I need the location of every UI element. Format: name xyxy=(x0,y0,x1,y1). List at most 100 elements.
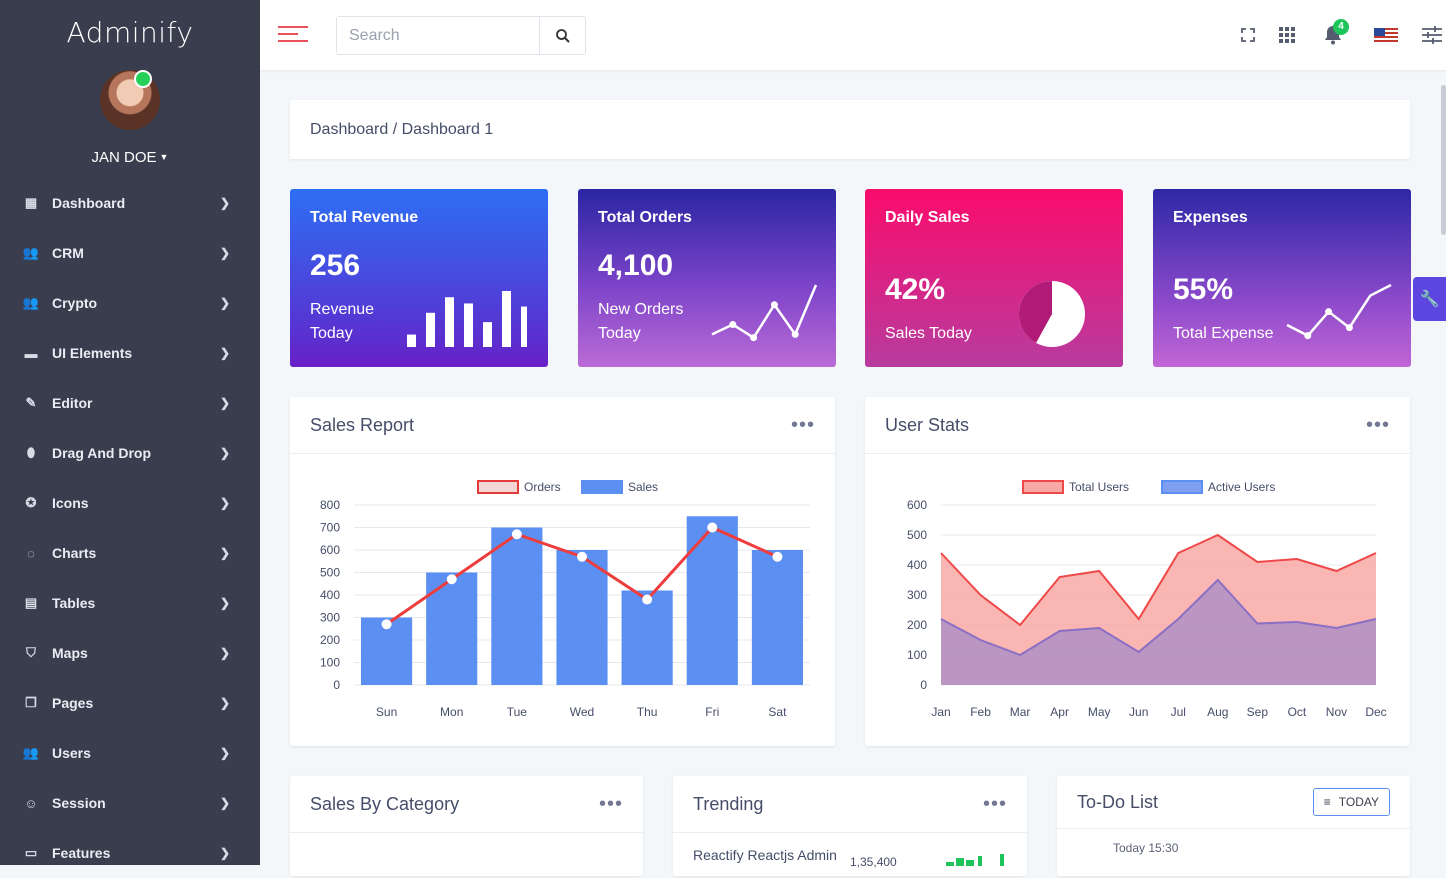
chevron-right-icon: ❯ xyxy=(220,596,260,610)
wrench-icon: 🔧 xyxy=(1420,289,1440,309)
stat-subtitle-2: Today xyxy=(310,322,353,346)
settings-sliders-icon[interactable] xyxy=(1421,24,1443,46)
sidebar-item-maps[interactable]: ⛉ Maps ❯ xyxy=(0,628,260,678)
sales-by-category-card: Sales By Category ••• xyxy=(290,776,643,876)
scrollbar[interactable] xyxy=(1441,85,1446,235)
legend-swatch xyxy=(582,481,622,493)
chevron-right-icon: ❯ xyxy=(220,546,260,560)
theme-customizer-button[interactable]: 🔧 xyxy=(1413,277,1446,321)
pencil-icon: ✎ xyxy=(22,395,40,411)
chevron-right-icon: ❯ xyxy=(220,796,260,810)
brand-logo[interactable]: Adminify xyxy=(0,16,260,49)
chevron-right-icon: ❯ xyxy=(220,446,260,460)
mini-bar-chart xyxy=(407,289,527,347)
mini-bar xyxy=(483,322,492,347)
sidebar-item-tables[interactable]: ▤ Tables ❯ xyxy=(0,578,260,628)
more-options-icon[interactable]: ••• xyxy=(791,414,815,437)
session-icon: ☺ xyxy=(22,796,40,811)
x-tick-label: Mon xyxy=(440,705,463,719)
sidebar-item-charts[interactable]: ◌ Charts ❯ xyxy=(0,528,260,578)
stat-title: Expenses xyxy=(1173,209,1391,227)
features-icon: ▭ xyxy=(22,845,40,861)
x-tick-label: Thu xyxy=(637,705,658,719)
chevron-right-icon: ❯ xyxy=(220,496,260,510)
chevron-right-icon: ❯ xyxy=(220,646,260,660)
sidebar-item-editor[interactable]: ✎ Editor ❯ xyxy=(0,378,260,428)
chevron-right-icon: ❯ xyxy=(220,346,260,360)
y-tick-label: 0 xyxy=(333,678,340,692)
sidebar-item-users[interactable]: 👥 Users ❯ xyxy=(0,728,260,778)
hamburger-menu-icon[interactable] xyxy=(278,26,308,44)
sidebar-item-drag-and-drop[interactable]: ⬮ Drag And Drop ❯ xyxy=(0,428,260,478)
sidebar-item-crm[interactable]: 👥 CRM ❯ xyxy=(0,228,260,278)
chevron-right-icon: ❯ xyxy=(220,846,260,860)
today-filter-button[interactable]: ≡ TODAY xyxy=(1313,788,1390,816)
fullscreen-icon[interactable] xyxy=(1237,24,1259,46)
trending-item-name[interactable]: Reactify Reactjs Admin xyxy=(693,847,837,863)
mini-bar xyxy=(464,303,473,347)
more-options-icon[interactable]: ••• xyxy=(599,793,623,816)
apps-grid-icon[interactable] xyxy=(1276,24,1298,46)
sidebar-item-pages[interactable]: ❐ Pages ❯ xyxy=(0,678,260,728)
point-orders xyxy=(512,529,522,539)
x-tick-label: Sun xyxy=(376,705,397,719)
filter-icon: ≡ xyxy=(1324,795,1331,809)
x-tick-label: Feb xyxy=(970,705,991,719)
notification-badge: 4 xyxy=(1333,19,1349,35)
sidebar-item-crypto[interactable]: 👥 Crypto ❯ xyxy=(0,278,260,328)
legend-swatch xyxy=(1023,481,1063,493)
x-tick-label: Mar xyxy=(1010,705,1031,719)
stat-value: 55% xyxy=(1173,273,1233,307)
stat-card-daily-sales: Daily Sales 42% Sales Today xyxy=(865,189,1123,367)
user-menu[interactable]: JAN DOE ▼ xyxy=(0,149,260,166)
card-title: To-Do List xyxy=(1077,792,1158,813)
online-status-icon xyxy=(134,70,152,88)
chart-circle-icon: ◌ xyxy=(22,546,40,561)
today-filter-label: TODAY xyxy=(1339,795,1379,809)
sidebar-item-session[interactable]: ☺ Session ❯ xyxy=(0,778,260,828)
table-icon: ▤ xyxy=(22,595,40,611)
x-tick-label: Nov xyxy=(1326,705,1347,719)
y-tick-label: 500 xyxy=(907,528,927,542)
sidebar-item-dashboard[interactable]: ▦ Dashboard ❯ xyxy=(0,178,260,228)
chevron-right-icon: ❯ xyxy=(220,396,260,410)
legend-label: Orders xyxy=(524,480,561,494)
trending-card: Trending ••• Reactify Reactjs Admin 1,35,… xyxy=(673,776,1027,876)
card-title: Sales Report xyxy=(310,415,414,436)
mini-line xyxy=(712,285,816,338)
point-orders xyxy=(577,552,587,562)
sidebar-item-icons[interactable]: ✪ Icons ❯ xyxy=(0,478,260,528)
trending-sparkline xyxy=(938,854,1018,866)
sidebar-item-label: Charts xyxy=(52,545,220,561)
more-options-icon[interactable]: ••• xyxy=(1366,414,1390,437)
pages-icon: ❐ xyxy=(22,695,40,711)
more-options-icon[interactable]: ••• xyxy=(983,793,1007,816)
sidebar-item-label: Editor xyxy=(52,395,220,411)
sidebar-item-label: UI Elements xyxy=(52,345,220,361)
mini-line xyxy=(1287,285,1391,336)
us-flag-icon[interactable] xyxy=(1374,28,1398,43)
stat-value: 256 xyxy=(310,249,360,283)
legend-swatch xyxy=(1162,481,1202,493)
y-tick-label: 200 xyxy=(907,618,927,632)
x-tick-label: Apr xyxy=(1050,705,1069,719)
x-tick-label: May xyxy=(1088,705,1111,719)
search-input[interactable] xyxy=(337,17,539,54)
dashboard-icon: ▦ xyxy=(22,195,40,211)
sidebar-item-label: Drag And Drop xyxy=(52,445,220,461)
point-orders xyxy=(772,552,782,562)
search-button[interactable] xyxy=(539,17,585,54)
mini-line-point xyxy=(771,301,778,308)
people-icon: 👥 xyxy=(22,245,40,261)
sidebar-item-features[interactable]: ▭ Features ❯ xyxy=(0,828,260,878)
star-circle-icon: ✪ xyxy=(22,495,40,511)
card-title: Trending xyxy=(693,794,763,815)
stat-card-expenses: Expenses 55% Total Expense xyxy=(1153,189,1411,367)
sidebar-item-label: Pages xyxy=(52,695,220,711)
mini-line-point xyxy=(1325,308,1332,315)
mini-line-point xyxy=(1346,324,1353,331)
legend-label: Active Users xyxy=(1208,480,1275,494)
y-tick-label: 300 xyxy=(320,611,340,625)
sidebar-item-ui-elements[interactable]: ▬ UI Elements ❯ xyxy=(0,328,260,378)
mini-line-point xyxy=(750,334,757,341)
